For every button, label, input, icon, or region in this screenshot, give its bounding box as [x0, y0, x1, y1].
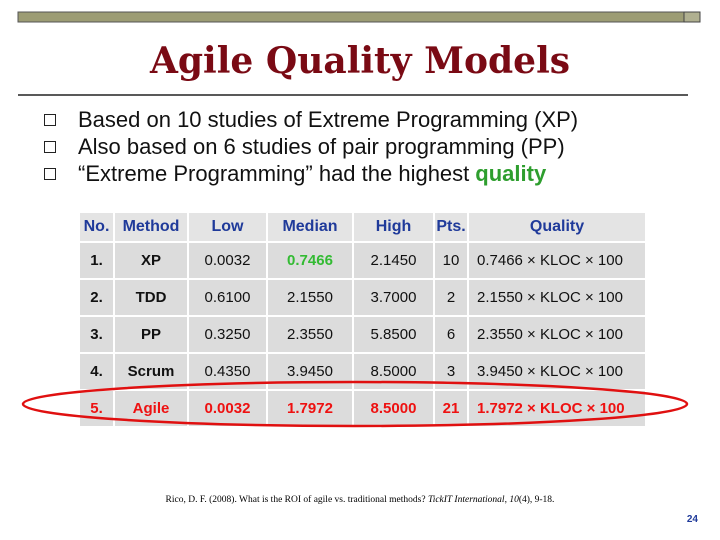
cell: 1.7972: [266, 389, 354, 428]
citation-part: ,: [504, 495, 510, 505]
bullet: Also based on 6 studies of pair programm…: [44, 133, 578, 160]
cell: 6: [433, 315, 469, 354]
bullet-list: Based on 10 studies of Extreme Programmi…: [44, 106, 578, 187]
cell: 0.0032: [187, 389, 268, 428]
cell: 8.5000: [352, 352, 435, 391]
top-bar: [17, 11, 701, 23]
cell: 2.3550: [266, 315, 354, 354]
top-bar-box: [683, 11, 701, 23]
table: No. Method Low Median High Pts. Quality 1. XP 0.0…: [78, 211, 647, 428]
cell: 3.9450: [266, 352, 354, 391]
bullet: “Extreme Programming” had the highest qua…: [44, 160, 578, 187]
cell: PP: [113, 315, 189, 354]
table-row: 4. Scrum 0.4350 3.9450 8.5000 3 3.9450 × KLOC …: [78, 352, 647, 391]
citation-part: TickIT International: [427, 495, 505, 505]
citation-part: (4), 9-18.: [518, 495, 555, 505]
cell: 2: [433, 278, 469, 317]
cell: 3.7000: [352, 278, 435, 317]
cell: 2.1550: [266, 278, 354, 317]
cell: 0.0032: [187, 241, 268, 280]
cell: Agile: [113, 389, 189, 428]
cell: 1.7972 × KLOC × 100: [467, 389, 647, 428]
column-header: Pts.: [433, 211, 469, 243]
bullet: Based on 10 studies of Extreme Programmi…: [44, 106, 578, 133]
header-row: No. Method Low Median High Pts. Quality: [78, 211, 647, 243]
cell: 0.4350: [187, 352, 268, 391]
cell: 3: [433, 352, 469, 391]
cell: 3.: [78, 315, 115, 354]
cell: 0.7466: [266, 241, 354, 280]
cell: XP: [113, 241, 189, 280]
bullet-emphasis: quality: [475, 160, 547, 186]
bullet-marker: [44, 167, 56, 180]
column-header: Quality: [467, 211, 647, 243]
cell: 10: [433, 241, 469, 280]
title: Agile Quality Models: [149, 40, 571, 82]
cell: 5.: [78, 389, 115, 428]
bullet-text: Based on 10 studies of Extreme Programmi…: [78, 106, 579, 132]
cell: 0.6100: [187, 278, 268, 317]
citation-part: 10: [509, 495, 519, 505]
column-header: Median: [266, 211, 354, 243]
cell: 2.3550 × KLOC × 100: [467, 315, 647, 354]
bullet-text: “Extreme Programming” had the highest: [78, 160, 470, 186]
cell: 8.5000: [352, 389, 435, 428]
citation-part: Rico, D. F. (2008). What is the ROI of a…: [165, 495, 428, 505]
cell: TDD: [113, 278, 189, 317]
cell: 1.: [78, 241, 115, 280]
cell: Scrum: [113, 352, 189, 391]
column-header: High: [352, 211, 435, 243]
bullet-marker: [44, 140, 56, 153]
table-row: 5. Agile 0.0032 1.7972 8.5000 21 1.7972 × KLOC…: [78, 389, 647, 428]
cell: 21: [433, 389, 469, 428]
bullet-text: Also based on 6 studies of pair programm…: [78, 133, 565, 159]
cell: 2.: [78, 278, 115, 317]
citation: Rico, D. F. (2008). What is the ROI of a…: [0, 495, 720, 505]
cell: 0.7466 × KLOC × 100: [467, 241, 647, 280]
page-number: 24: [686, 514, 698, 525]
bullet-marker: [44, 113, 56, 126]
cell: 4.: [78, 352, 115, 391]
cell: 2.1550 × KLOC × 100: [467, 278, 647, 317]
column-header: Low: [187, 211, 268, 243]
table-row: 3. PP 0.3250 2.3550 5.8500 6 2.3550 × KLOC × 1…: [78, 315, 647, 354]
cell: 3.9450 × KLOC × 100: [467, 352, 647, 391]
cell: 0.3250: [187, 315, 268, 354]
cell: 2.1450: [352, 241, 435, 280]
cell: 5.8500: [352, 315, 435, 354]
column-header: Method: [113, 211, 189, 243]
column-header: No.: [78, 211, 115, 243]
table-row: 1. XP 0.0032 0.7466 2.1450 10 0.7466 × KLOC × …: [78, 241, 647, 280]
table-row: 2. TDD 0.6100 2.1550 3.7000 2 2.1550 × KLOC × …: [78, 278, 647, 317]
